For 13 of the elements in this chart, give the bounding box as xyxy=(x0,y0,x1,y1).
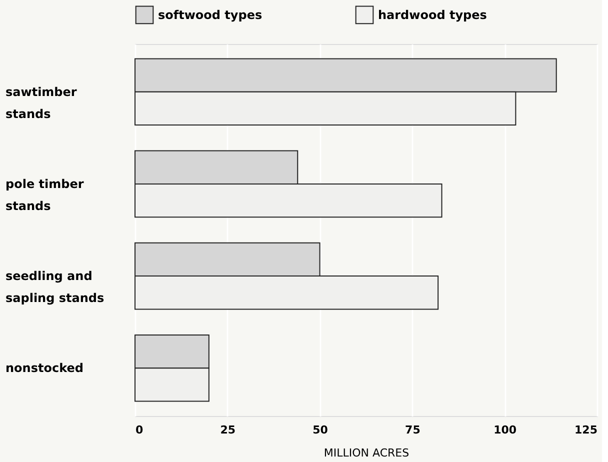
legend-label: hardwood types xyxy=(378,8,487,22)
y-tick-label: seedling and sapling stands xyxy=(6,269,104,306)
y-tick-label: pole timber stands xyxy=(6,176,84,213)
x-tick-label: 75 xyxy=(405,424,420,436)
x-tick-label: 125 xyxy=(574,424,598,436)
x-tick-label: 100 xyxy=(494,424,517,436)
x-tick-label: 25 xyxy=(220,424,236,436)
x-tick-label: 50 xyxy=(312,424,328,436)
legend-label: softwood types xyxy=(158,8,262,22)
x-tick-label: 0 xyxy=(136,424,144,436)
y-tick-label: nonstocked xyxy=(6,361,84,376)
y-tick-label: sawtimber stands xyxy=(6,84,77,121)
x-axis-title: MILLION ACRES xyxy=(324,446,410,460)
